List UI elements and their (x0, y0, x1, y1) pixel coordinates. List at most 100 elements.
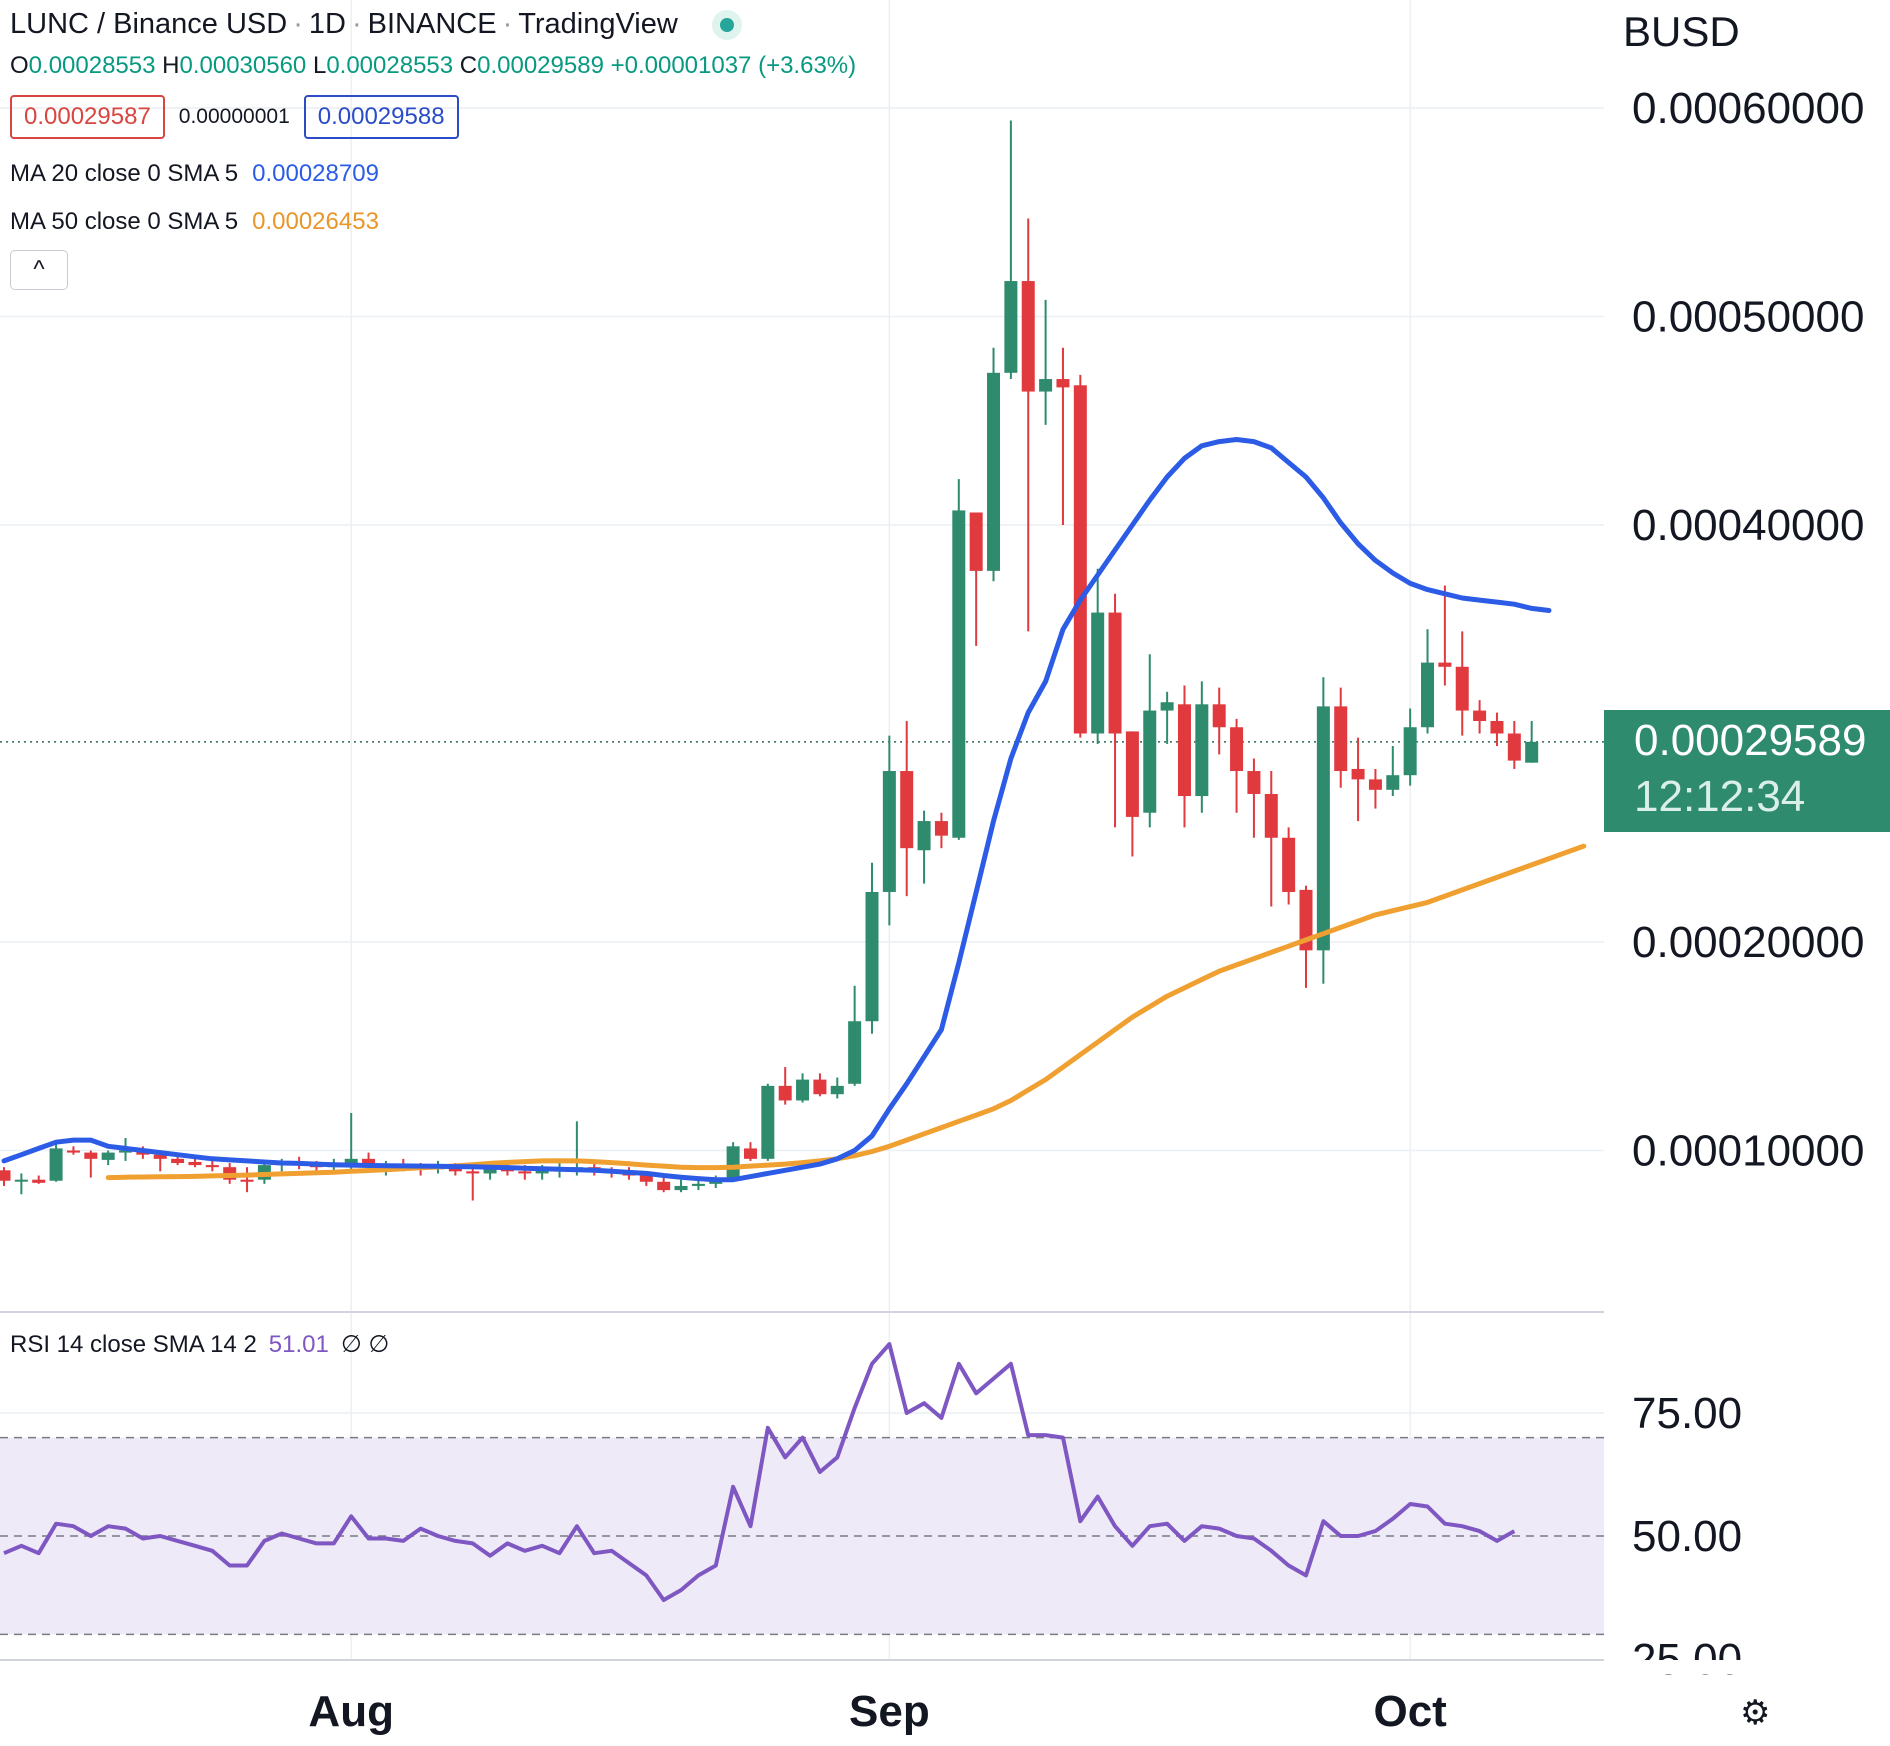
high-label: H (162, 52, 180, 79)
candle-body (1351, 768, 1365, 780)
candle-body (1334, 706, 1348, 772)
ma50-legend[interactable]: MA 50 close 0 SMA 5 0.00026453 (10, 208, 379, 236)
rsi-layer (3, 1342, 1516, 1602)
ma50-label: MA 50 close 0 SMA 5 (10, 208, 239, 235)
candle-body (743, 1148, 757, 1159)
chevron-up-icon: ^ (33, 256, 45, 283)
candle-body (1299, 889, 1313, 951)
candle-body (1091, 612, 1105, 734)
collapse-legend-button[interactable]: ^ (10, 250, 68, 290)
rsi-value: 51.01 (268, 1331, 329, 1358)
candle-body (1039, 379, 1053, 392)
candle-body (171, 1158, 185, 1164)
candle-body (1073, 385, 1087, 734)
ma20-line (1, 437, 1552, 1183)
candle-body (1455, 666, 1469, 711)
candle-body (674, 1185, 688, 1191)
candle-body (934, 821, 948, 836)
candle-body (1438, 662, 1452, 667)
candle-body (1160, 702, 1174, 711)
candle-body (1195, 704, 1209, 797)
candle-body (483, 1167, 497, 1174)
spread-value: 0.00000001 (178, 105, 290, 128)
rsi-tick-label: 50.00 (1632, 1512, 1742, 1561)
price-tick-label: 0.00040000 (1632, 501, 1864, 550)
rsi-label: RSI 14 close SMA 14 2 (10, 1331, 257, 1358)
open-label: O (10, 52, 29, 79)
ma50-line (105, 843, 1587, 1181)
candle-body (1507, 733, 1521, 761)
candle-body (796, 1079, 810, 1101)
close-value: 0.00029589 (477, 52, 604, 79)
candle-body (848, 1021, 862, 1084)
ma-layer (1, 437, 1587, 1183)
candle-body (535, 1169, 549, 1174)
candle-body (1421, 662, 1435, 728)
candle-body (136, 1151, 150, 1155)
candle-body (1316, 706, 1330, 951)
candle-body (830, 1085, 844, 1095)
sell-price-button[interactable]: 0.00029587 (10, 95, 165, 139)
candles-layer (0, 120, 1539, 1201)
buy-price-button[interactable]: 0.00029588 (303, 95, 459, 139)
candle-body (882, 771, 896, 892)
axis-layer: 0.00010000 0.00020000 0.00040000 0.00050000… (308, 84, 1890, 1736)
candle-body (205, 1165, 219, 1168)
rsi-tick-label: 75.00 (1632, 1389, 1742, 1438)
main-grid (0, 0, 1604, 1661)
candle-body (1473, 710, 1487, 721)
time-tick-label: Oct (1373, 1687, 1447, 1736)
candle-body (1368, 779, 1382, 790)
candle-body (987, 372, 1001, 571)
rsi-band-layer (0, 1412, 1604, 1636)
ma20-label: MA 20 close 0 SMA 5 (10, 160, 239, 187)
candle-body (32, 1179, 46, 1183)
candle-body (1212, 704, 1226, 728)
candle-body (1177, 704, 1191, 797)
candle-body (1056, 379, 1070, 388)
candle-body (1264, 793, 1278, 838)
candle-body (466, 1171, 480, 1174)
time-tick-label: Sep (849, 1687, 930, 1736)
rsi-legend[interactable]: RSI 14 close SMA 14 2 51.01 ∅ ∅ (10, 1330, 389, 1359)
candle-body (969, 512, 983, 571)
candle-body (1525, 741, 1539, 763)
candle-body (639, 1175, 653, 1182)
open-value: 0.00028553 (28, 52, 156, 79)
bar-countdown: 12:12:34 (1634, 772, 1806, 821)
candle-body (952, 510, 966, 838)
candle-body (657, 1181, 671, 1191)
low-value: 0.00028553 (326, 52, 454, 79)
symbol-name: LUNC / Binance USD (10, 8, 288, 40)
symbol-title[interactable]: LUNC / Binance USD · 1D · BINANCE · TradingVie… (10, 8, 734, 41)
candle-body (1143, 710, 1157, 813)
time-tick-label: Aug (308, 1687, 394, 1736)
exchange-label: BINANCE (367, 8, 497, 40)
candle-body (84, 1152, 98, 1159)
candle-body (761, 1085, 775, 1159)
close-label: C (459, 52, 478, 79)
candle-body (101, 1152, 115, 1160)
candle-body (1247, 771, 1261, 794)
price-tick-label: 0.00020000 (1632, 918, 1864, 967)
rsi-tick-label: 25.00 (1632, 1635, 1742, 1684)
candle-body (153, 1154, 167, 1159)
trade-price-boxes: 0.00029587 0.00000001 0.00029588 (10, 95, 459, 139)
price-tick-label: 0.00050000 (1632, 293, 1864, 342)
candle-body (119, 1150, 133, 1153)
ma50-value: 0.00026453 (252, 208, 379, 235)
candle-body (1230, 727, 1244, 772)
candle-body (448, 1167, 462, 1172)
candle-body (1021, 281, 1035, 392)
candle-body (0, 1170, 11, 1181)
candle-body (865, 891, 879, 1022)
candle-body (778, 1085, 792, 1101)
candle-body (900, 771, 914, 849)
candle-body (1125, 731, 1139, 817)
last-price-label: 0.00029589 12:12:34 (1604, 710, 1890, 832)
candle-body (917, 821, 931, 851)
ma20-legend[interactable]: MA 20 close 0 SMA 5 0.00028709 (10, 160, 379, 188)
price-axis-unit: BUSD (1623, 8, 1740, 55)
settings-gear-icon[interactable]: ⚙ (1740, 1694, 1771, 1732)
